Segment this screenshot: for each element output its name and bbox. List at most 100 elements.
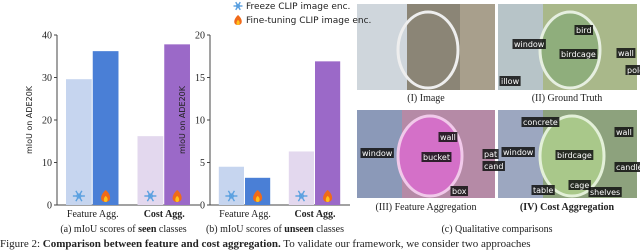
y-axis-label: mIoU on ADE20K	[25, 85, 34, 154]
segment-tag: cand	[484, 162, 503, 171]
subtitle-part: classes	[156, 224, 186, 235]
segment-tag-box	[625, 65, 640, 75]
snowflake-icon	[147, 193, 153, 199]
bar	[315, 61, 341, 205]
subtitle: (a) mIoU scores of seen classes	[60, 224, 186, 235]
caption-part: Comparison between feature and cost aggr…	[43, 238, 281, 250]
segment-tag: wall	[618, 49, 634, 58]
segment-tag-box	[614, 162, 640, 172]
y-tick-label: 30	[42, 73, 52, 84]
segment-tag: cage	[570, 181, 589, 190]
subtitle-part: (b) mIoU scores of	[206, 224, 284, 235]
segment-tag-box	[614, 127, 634, 137]
bar-chart: 0 5 10 15 20 mIoU on ADE20K Feature Agg. Cost A…	[178, 31, 350, 235]
y-axis-label: mIoU on ADE20K	[178, 85, 187, 154]
y-tick-label: 15	[195, 73, 205, 84]
segment-tag-box	[438, 132, 458, 142]
legend-entry: Freeze CLIP image enc.	[246, 2, 350, 12]
snowflake-icon	[235, 3, 241, 9]
snowflake-icon	[75, 190, 83, 202]
panel-label: (IV) Cost Aggregation	[520, 202, 615, 213]
segment-tag-box	[531, 185, 555, 195]
y-tick-label: 5	[200, 158, 205, 169]
figure-caption: Figure 2: Comparison between feature and…	[0, 238, 531, 250]
segment-tag: birdcage	[561, 50, 596, 59]
segment-tag-box	[588, 187, 622, 197]
segment-tag-box	[616, 48, 636, 58]
segment-tag-box	[512, 39, 546, 49]
snowflake-icon	[235, 1, 241, 11]
panel-caption: (c) Qualitative comparisons	[441, 224, 552, 235]
segment-tag: box	[452, 187, 467, 196]
fire-icon	[103, 196, 108, 202]
x-tick-label: Feature Agg.	[219, 209, 271, 220]
segment-tag-box	[360, 148, 394, 158]
subtitle: (b) mIoU scores of unseen classes	[206, 224, 344, 235]
segment-tag: pat	[484, 150, 497, 159]
segment-tag: table	[533, 186, 553, 195]
segment-tag: bucket	[423, 153, 450, 162]
x-tick-label: Feature Agg.	[67, 209, 119, 220]
y-tick-label: 40	[42, 31, 52, 42]
snowflake-icon	[76, 193, 82, 199]
subtitle-part: seen	[138, 224, 157, 235]
panel-label: (II) Ground Truth	[532, 93, 603, 104]
bar	[218, 166, 244, 205]
y-tick-label: 20	[42, 116, 52, 127]
y-tick-label: 20	[195, 31, 205, 42]
segment-tag-box	[574, 25, 594, 35]
segment-tag: window	[514, 40, 545, 49]
subtitle-part: (a) mIoU scores of	[60, 224, 138, 235]
segment-tag-box	[450, 186, 468, 196]
bar	[92, 51, 119, 206]
segment-tag: window	[362, 149, 393, 158]
segment-tag: wall	[440, 133, 456, 142]
segment-tag-box	[521, 117, 560, 127]
legend: Freeze CLIP image enc. Fine-tuning CLIP …	[246, 2, 371, 26]
legend-entry: Fine-tuning CLIP image enc.	[246, 16, 371, 26]
segment-tag-box	[555, 150, 594, 160]
segment-tag: birdcage	[557, 151, 592, 160]
y-tick-label: 10	[42, 158, 52, 169]
segment-tag: concrete	[523, 118, 558, 127]
segment-tag-box	[499, 76, 521, 86]
bar	[66, 79, 92, 205]
fire-icon	[325, 196, 330, 202]
segment-tag-box	[421, 152, 452, 162]
snowflake-icon	[227, 190, 236, 202]
panel-label: (III) Feature Aggregation	[375, 202, 476, 213]
panel-label: (I) Image	[407, 93, 445, 104]
y-tick-label: 0	[200, 201, 205, 212]
y-tick-label: 0	[47, 201, 52, 212]
fire-icon	[255, 196, 260, 202]
snowflake-icon	[146, 190, 154, 202]
caption-part: To validate our framework, we consider t…	[281, 238, 531, 250]
segment-tag-box	[501, 147, 535, 157]
segment-tag: wall	[616, 128, 632, 137]
segment-tag-box	[568, 180, 591, 190]
x-tick-label: Cost Agg.	[144, 209, 186, 220]
caption-part: Figure 2:	[0, 238, 43, 250]
segment-tag: candle	[616, 163, 640, 172]
wall-area	[460, 4, 495, 90]
x-tick-label: Cost Agg.	[294, 209, 336, 220]
segment-tag-box	[482, 149, 499, 159]
segment-tag: shelves	[590, 188, 620, 197]
subtitle-part: classes	[314, 224, 344, 235]
snowflake-icon	[228, 193, 234, 199]
segment-tag: window	[503, 148, 534, 157]
fire-icon	[236, 20, 240, 25]
snowflake-icon	[298, 193, 304, 199]
subtitle-part: unseen	[284, 224, 314, 235]
y-tick-label: 10	[195, 116, 205, 127]
segment-tag: bird	[576, 26, 592, 35]
cage-outline	[396, 10, 460, 90]
segment-tag-box	[559, 49, 598, 59]
segment-tag-box	[482, 161, 505, 171]
segment-tag: illow	[501, 77, 520, 86]
segment-tag: pole	[627, 66, 640, 75]
fire-icon	[175, 196, 180, 202]
snowflake-icon	[297, 190, 306, 202]
